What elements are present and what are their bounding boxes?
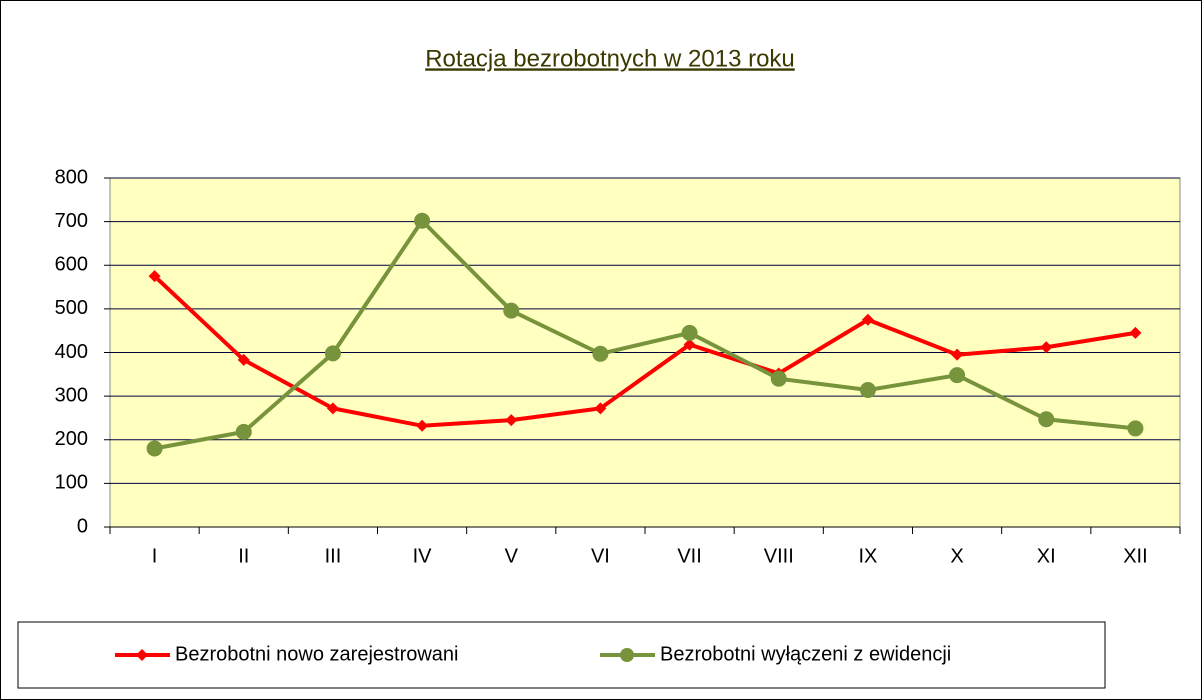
marker: [146, 440, 163, 457]
marker: [681, 324, 698, 341]
x-tick-label: X: [950, 545, 963, 567]
x-tick-label: IX: [858, 545, 877, 567]
marker: [594, 402, 607, 415]
y-tick-label: 100: [55, 472, 88, 494]
x-tick-label: III: [325, 545, 342, 567]
y-tick-label: 0: [77, 515, 88, 537]
x-tick-label: XII: [1123, 545, 1147, 567]
chart-title: Rotacja bezrobotnych w 2013 roku: [425, 45, 795, 72]
marker: [949, 367, 966, 384]
legend-label: Bezrobotni nowo zarejestrowani: [175, 643, 459, 665]
marker: [859, 382, 876, 399]
x-tick-label: II: [238, 545, 249, 567]
marker: [503, 302, 520, 319]
series-line: [153, 274, 1136, 428]
marker: [414, 212, 431, 229]
marker: [324, 345, 341, 362]
y-tick-label: 800: [55, 166, 88, 188]
y-tick-label: 700: [55, 210, 88, 232]
y-tick-label: 200: [55, 428, 88, 450]
x-tick-label: XI: [1037, 545, 1056, 567]
marker: [237, 353, 250, 366]
marker: [148, 270, 161, 283]
y-tick-label: 400: [55, 341, 88, 363]
legend-marker: [136, 649, 148, 661]
y-tick-label: 300: [55, 384, 88, 406]
marker: [770, 370, 787, 387]
x-tick-label: VII: [677, 545, 701, 567]
marker: [326, 402, 339, 415]
legend-label: Bezrobotni wyłączeni z ewidencji: [660, 643, 951, 665]
marker: [505, 414, 518, 427]
x-tick-label: VI: [591, 545, 610, 567]
marker: [592, 345, 609, 362]
marker: [1129, 326, 1142, 339]
marker: [861, 313, 874, 326]
x-tick-label: VIII: [764, 545, 794, 567]
x-tick-label: I: [152, 545, 158, 567]
y-tick-label: 500: [55, 297, 88, 319]
series-line: [154, 217, 1136, 451]
legend-marker: [620, 648, 634, 662]
x-tick-label: V: [505, 545, 519, 567]
marker: [951, 348, 964, 361]
marker: [416, 419, 429, 432]
marker: [1127, 420, 1144, 437]
marker: [1038, 411, 1055, 428]
marker: [1040, 341, 1053, 354]
marker: [683, 338, 696, 351]
marker: [235, 423, 252, 440]
x-tick-label: IV: [413, 545, 433, 567]
y-tick-label: 600: [55, 254, 88, 276]
legend: [17, 621, 1106, 689]
